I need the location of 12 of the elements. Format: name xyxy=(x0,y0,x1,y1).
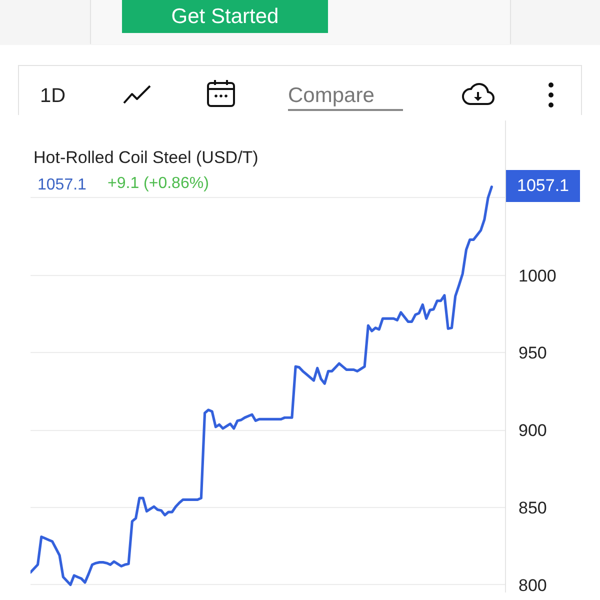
y-tick-label: 850 xyxy=(518,498,547,518)
y-tick-label: 800 xyxy=(518,576,547,595)
y-tick-label: 950 xyxy=(518,344,547,363)
text: Compare xyxy=(288,83,374,109)
annotation: 1057.1 xyxy=(38,176,87,194)
y-tick-label: 900 xyxy=(518,421,547,440)
annotation: +9.1 (+0.86%) xyxy=(108,175,209,192)
text: 1D xyxy=(40,84,66,109)
button-get-started: Get Started xyxy=(122,0,328,33)
y-tick-label: 1000 xyxy=(518,266,556,286)
data-label: 1057.1 xyxy=(506,170,580,202)
text: Hot-Rolled Coil Steel (USD/T) xyxy=(34,148,258,167)
